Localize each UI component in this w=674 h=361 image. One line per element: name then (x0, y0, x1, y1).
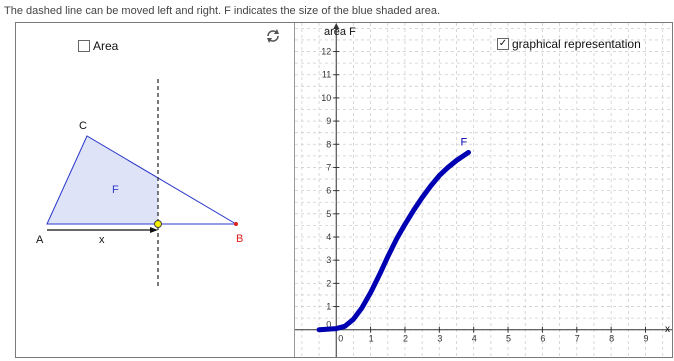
y-tick-label: 8 (326, 139, 331, 149)
triangle-drawing: C A B F x (36, 79, 243, 288)
y-tick-label: 0 (326, 320, 331, 330)
x-tick-label: 3 (437, 334, 442, 344)
label-F: F (112, 184, 119, 196)
slider-point[interactable] (154, 220, 162, 228)
x-axis-label: x (665, 324, 670, 335)
x-tick-label: 1 (369, 334, 374, 344)
y-tick-label: 5 (326, 209, 331, 219)
y-tick-label: 6 (326, 186, 331, 196)
x-tick-label: 5 (506, 334, 511, 344)
instruction-text: The dashed line can be moved left and ri… (4, 5, 440, 17)
label-A: A (36, 234, 44, 246)
geometry-applet: Area C A B F x (15, 22, 673, 358)
construction-view: Area C A B F x (16, 23, 294, 357)
series-F: F (316, 136, 471, 333)
area-checkbox-label: Area (93, 39, 119, 53)
y-tick-label: 1 (326, 302, 331, 312)
y-tick-label: 3 (326, 255, 331, 265)
graph-checkbox-box[interactable]: ✓ (497, 38, 509, 50)
axes: 0123456789100123456789101112 (295, 23, 672, 357)
y-axis-label: area F (324, 26, 356, 38)
x-tick-label: 4 (472, 334, 477, 344)
x-tick-label: 7 (575, 334, 580, 344)
graph-plot: 0123456789100123456789101112 F area F x (295, 23, 672, 357)
y-tick-label: 9 (326, 116, 331, 126)
x-tick-label: 0 (338, 334, 343, 344)
graph-checkbox-label: graphical representation (512, 37, 641, 51)
x-arrow-head (150, 227, 158, 233)
area-checkbox-box[interactable] (78, 40, 90, 52)
y-tick-label: 11 (322, 70, 331, 80)
grid-lines (295, 23, 672, 357)
reset-arrows-icon[interactable] (264, 27, 282, 45)
graphical-representation-checkbox[interactable]: ✓ graphical representation (497, 37, 641, 51)
graph-view: 0123456789100123456789101112 F area F x … (295, 23, 672, 357)
y-tick-label: 2 (326, 278, 331, 288)
point-B (234, 222, 238, 226)
y-tick-label: 10 (321, 93, 331, 103)
pane-divider (294, 23, 295, 357)
triangle-ABC (46, 135, 238, 225)
y-axis-arrowhead (333, 23, 340, 29)
series-line-F (316, 149, 471, 333)
x-tick-label: 9 (644, 334, 649, 344)
curve-label-F: F (461, 136, 468, 148)
shaded-area-F (47, 136, 158, 224)
area-checkbox[interactable]: Area (78, 39, 118, 53)
x-tick-label: 6 (540, 334, 545, 344)
y-tick-label: 12 (321, 47, 331, 57)
x-tick-label: 8 (609, 334, 614, 344)
label-x: x (99, 234, 105, 246)
y-tick-label: 7 (326, 162, 331, 172)
x-tick-label: 2 (403, 334, 408, 344)
label-C: C (79, 120, 87, 132)
y-tick-label: 4 (326, 232, 331, 242)
label-B: B (236, 233, 243, 245)
